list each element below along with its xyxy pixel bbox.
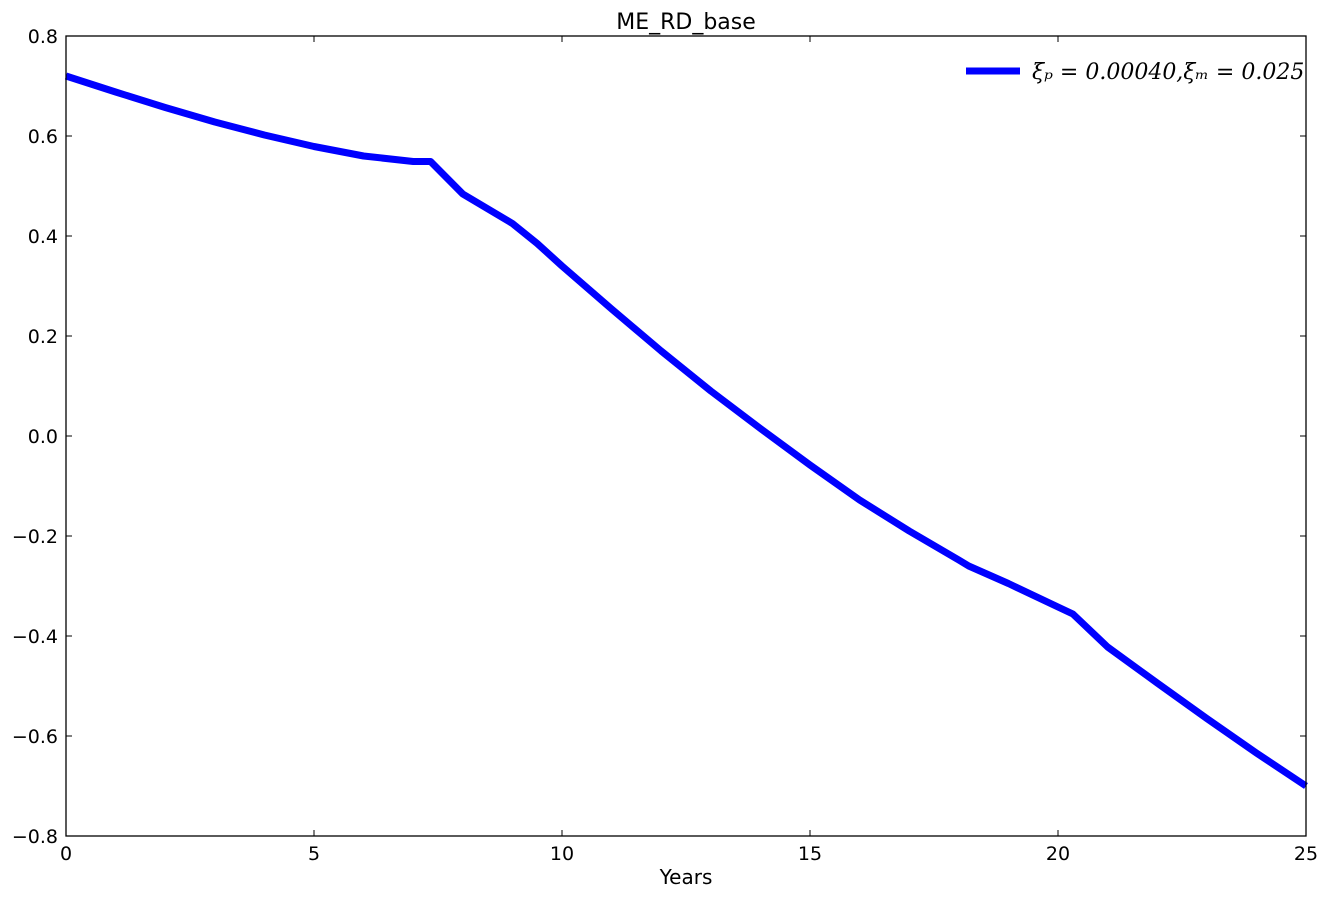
y-tick-label: −0.2 [12, 526, 58, 548]
y-tick-label: −0.6 [12, 726, 58, 748]
chart-title: ME_RD_base [616, 10, 756, 35]
x-tick-label: 15 [798, 843, 822, 865]
y-tick-label: 0.0 [28, 426, 58, 448]
x-axis-label: Years [659, 865, 713, 889]
plot-frame [65, 35, 1307, 837]
x-tick-label: 25 [1294, 843, 1318, 865]
x-tick-label: 5 [308, 843, 320, 865]
y-tick-label: −0.4 [12, 626, 58, 648]
x-tick-label: 10 [550, 843, 574, 865]
y-tick-label: 0.4 [28, 226, 58, 248]
y-tick-label: 0.2 [28, 326, 58, 348]
y-tick-label: 0.6 [28, 126, 58, 148]
y-tick-label: −0.8 [12, 826, 58, 848]
series-line-0 [64, 72, 1308, 789]
x-axis: 0 5 10 15 20 25 [60, 36, 1318, 865]
x-tick-label: 20 [1046, 843, 1070, 865]
plot-area [64, 72, 1308, 789]
y-axis: 0.8 0.6 0.4 0.2 0.0 −0.2 −0.4 −0.6 −0.8 [12, 26, 1306, 848]
x-tick-label: 0 [60, 843, 72, 865]
legend-label: ξₚ = 0.00040,ξₘ = 0.025 [1032, 60, 1304, 85]
y-tick-label: 0.8 [28, 26, 58, 48]
legend: ξₚ = 0.00040,ξₘ = 0.025 [966, 60, 1304, 85]
